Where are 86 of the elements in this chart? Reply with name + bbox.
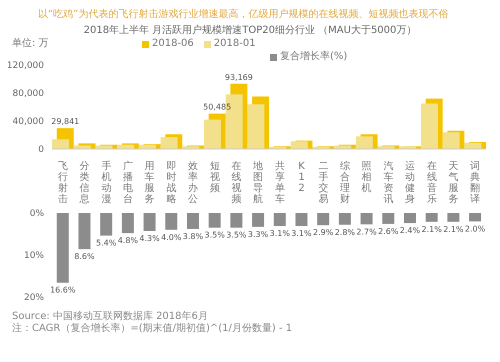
legend-label: 2018-01	[214, 37, 256, 51]
x-tick-label: 短视频	[210, 161, 220, 194]
y-tick-label: 20%	[24, 293, 44, 304]
x-tick-label: 照相机	[362, 161, 372, 194]
bar	[290, 141, 308, 149]
bar	[56, 213, 69, 283]
x-tick-label: 综合理财	[340, 160, 350, 205]
x-tick-label: 词典翻译	[470, 160, 480, 205]
data-label: 3.5%	[204, 230, 226, 240]
bar	[122, 213, 134, 234]
bar	[144, 213, 156, 232]
bar	[464, 142, 482, 149]
x-tick-label: 在线视频	[231, 160, 242, 205]
data-label: 3.1%	[291, 229, 312, 238]
x-tick-label: K12	[298, 161, 306, 194]
y-axis-title: 单位: 万	[11, 37, 50, 51]
bar	[295, 213, 308, 226]
chart-subtitle: 2018年上半年 月活跃用户规模增速TOP20细分行业 （MAU大于5000万）	[82, 24, 418, 37]
x-tick-label: 广播电台	[122, 160, 133, 205]
data-label: 2.9%	[313, 228, 334, 238]
legend-label: 复合增长率(%)	[280, 50, 348, 64]
data-label: 2.8%	[334, 228, 356, 237]
x-tick-label: 用车服务	[144, 161, 155, 205]
x-tick-label: 即时战略	[166, 161, 176, 205]
x-tick-label: 效率办公	[188, 161, 198, 205]
bar	[204, 120, 221, 149]
data-label: 2.4%	[400, 226, 421, 236]
x-tick-label: 地图导航	[252, 160, 264, 205]
y-tick-label: 0	[38, 145, 44, 156]
bar	[442, 132, 460, 149]
data-label: 4.3%	[139, 234, 160, 244]
x-tick-label: 手机动漫	[101, 160, 112, 205]
data-label: 2.7%	[356, 227, 378, 236]
data-label: 3.1%	[270, 229, 290, 238]
y-tick-label: 10%	[24, 251, 44, 262]
x-tick-label: 分类信息	[78, 160, 90, 205]
bar	[404, 213, 416, 224]
bar	[469, 213, 482, 222]
bar	[78, 213, 90, 250]
bar	[252, 213, 264, 227]
bar	[100, 213, 112, 236]
data-label: 3.8%	[182, 232, 204, 241]
bar	[382, 213, 394, 224]
source-note: Source: 中国移动互联网数据库 2018年6月	[12, 311, 209, 322]
legend-label: 2018-06	[152, 37, 194, 51]
x-tick-label: 运动健身	[405, 160, 416, 205]
data-label: 2.1%	[422, 224, 442, 234]
bar	[274, 213, 286, 226]
y-tick-label: 80,000	[12, 89, 44, 100]
x-tick-label: 共享单车	[274, 160, 285, 205]
data-label: 16.6%	[50, 286, 76, 295]
data-label: 2.6%	[378, 226, 399, 236]
y-tick-label: 0%	[30, 209, 44, 220]
bar	[186, 213, 199, 229]
x-tick-label: 二手交易	[318, 161, 328, 205]
x-tick-label: 汽车资讯	[383, 160, 394, 205]
bar	[420, 104, 438, 149]
data-label: 2.1%	[443, 224, 464, 234]
data-label: 29,841	[51, 117, 80, 126]
bar	[426, 213, 438, 222]
bar	[447, 213, 460, 222]
data-label: 8.6%	[74, 252, 96, 262]
bar	[356, 136, 373, 149]
data-label: 3.3%	[248, 230, 269, 239]
y-tick-label: 40,000	[12, 117, 44, 128]
bar	[208, 213, 221, 228]
chart-title: 以“吃鸡”为代表的飞行射击游戏行业增速最高，亿级用户规模的在线视频、短视频也表现不俗	[37, 8, 450, 22]
data-label: 2.0%	[464, 224, 486, 234]
x-tick-label: 天气服务	[448, 161, 458, 205]
data-label: 4.8%	[118, 236, 138, 246]
bar	[160, 137, 178, 149]
data-label: 3.5%	[226, 230, 247, 240]
x-tick-label: 在线音乐	[426, 160, 437, 205]
bar	[165, 213, 178, 230]
data-label: 5.4%	[96, 238, 117, 248]
x-tick-label: 飞行射击	[58, 161, 68, 205]
bar	[338, 213, 351, 225]
bar	[247, 104, 264, 149]
y-tick-label: 120,000	[6, 61, 44, 72]
bar	[317, 213, 330, 226]
bar	[52, 139, 70, 149]
data-label: 4.0%	[161, 232, 182, 242]
text: 注：CAGR（复合增长率）=(期末值/期初值)^(1/月份数量) - 1	[12, 323, 294, 335]
bar	[360, 213, 373, 224]
data-label: 93,169	[224, 72, 253, 82]
bar	[230, 213, 242, 228]
